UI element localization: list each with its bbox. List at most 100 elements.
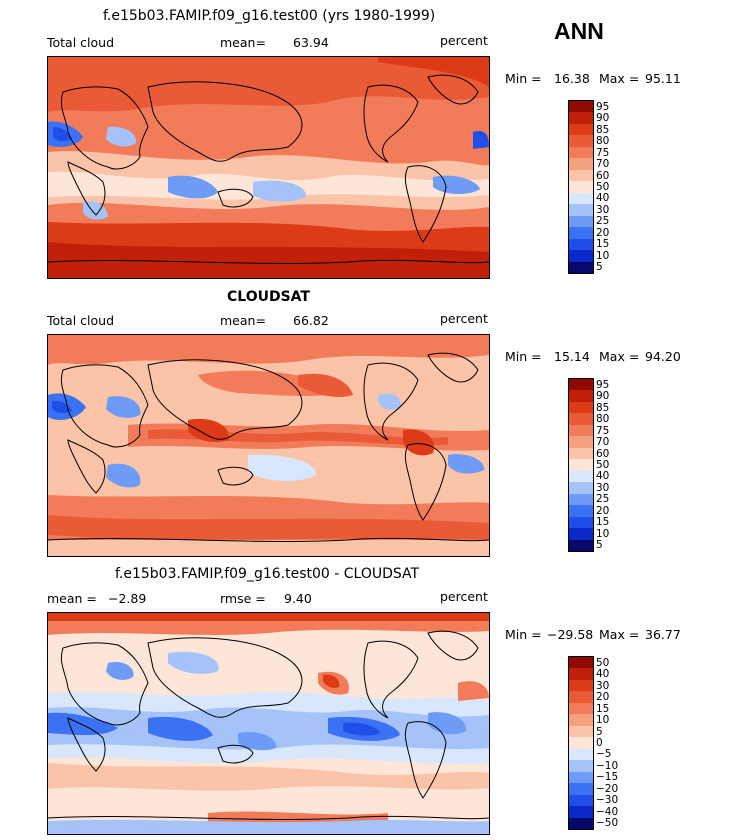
colorbar-swatch [569,379,593,391]
colorbar-swatch [569,702,593,715]
colorbar-tick-label: 30 [596,203,610,216]
panel-3-colorbar: 50 40 30 20 15 10 5 0 −5 −10 −15 −20 −30 −40 −50 [568,656,618,830]
colorbar-swatch [569,725,593,738]
colorbar-swatch [569,436,593,449]
panel-1-title: f.e15b03.FAMIP.f09_g16.test00 (yrs 1980-… [103,8,436,24]
colorbar-swatch [569,817,593,830]
panel-1-variable-label: Total cloud [47,35,115,50]
colorbar-tick-label: 10 [596,714,610,727]
colorbar-tick-label: 90 [596,390,610,403]
panel-3-rmse-value: 9.40 [284,591,312,606]
colorbar-swatch [569,227,593,240]
colorbar-tick-label: 40 [596,668,610,681]
panel-1-min-label: Min = [505,71,542,86]
colorbar-swatch [569,806,593,819]
colorbar-tick-label: 20 [596,691,610,704]
panel-3-units: percent [440,589,488,604]
colorbar-swatch [569,401,593,414]
panel-3-rmse-label: rmse = [220,591,266,606]
colorbar-tick-label: 15 [596,702,610,715]
colorbar-swatch [569,691,593,704]
panel-3-min-value: −29.58 [547,627,594,642]
colorbar-swatch [569,657,593,669]
panel-1-units: percent [440,33,488,48]
colorbar-swatch [569,447,593,460]
colorbar-swatch [569,135,593,148]
colorbar-swatch [569,737,593,750]
colorbar-tick-label: 60 [596,169,610,182]
colorbar-swatch [569,539,593,552]
colorbar-tick-label: −5 [596,748,612,761]
colorbar-swatch [569,146,593,159]
colorbar-tick-label: 30 [596,679,610,692]
colorbar-tick-label: 20 [596,226,610,239]
colorbar-tick-label: −15 [596,771,619,784]
panel-1-map [47,56,490,279]
colorbar-swatch [569,238,593,251]
panel-2-max-label: Max = [599,349,640,364]
colorbar-tick-label: 10 [596,527,610,540]
colorbar-tick-label: −50 [596,817,619,830]
colorbar-tick-label: 60 [596,447,610,460]
panel-2-mean-value: 66.82 [293,313,329,328]
colorbar-tick-label: 95 [596,378,610,391]
colorbar-tick-label: 50 [596,656,610,669]
season-label: ANN [554,18,604,44]
colorbar-swatch [569,169,593,182]
panel-2-max-value: 94.20 [645,349,681,364]
colorbar-tick-label: 85 [596,123,610,136]
colorbar-swatch [569,516,593,529]
colorbar-tick-label: 80 [596,413,610,426]
colorbar-swatch [569,158,593,171]
colorbar-tick-label: −20 [596,782,619,795]
colorbar-tick-label: 15 [596,238,610,251]
colorbar-swatch [569,505,593,518]
colorbar-swatch [569,783,593,796]
colorbar-tick-label: 5 [596,725,603,738]
colorbar-tick-label: 80 [596,135,610,148]
panel-1-colorbar: 95 90 85 80 75 70 60 50 40 30 25 20 15 10 5 [568,100,609,274]
colorbar-swatch [569,181,593,194]
panel-3-min-label: Min = [505,627,542,642]
colorbar-swatch [569,794,593,807]
colorbar-swatch [569,424,593,437]
panel-2-min-label: Min = [505,349,542,364]
panel-1-mean-value: 63.94 [293,35,329,50]
colorbar-swatch [569,112,593,125]
colorbar-tick-label: 50 [596,459,610,471]
panel-2-variable-label: Total cloud [47,313,115,328]
panel-1-min-value: 16.38 [554,71,590,86]
panel-2-colorbar: 95 90 85 80 75 70 60 50 40 30 25 20 15 10 5 [568,378,609,552]
panel-2-title: CLOUDSAT [227,289,310,305]
colorbar-tick-label: 85 [596,401,610,414]
colorbar-tick-label: 75 [596,424,610,437]
colorbar-swatch [569,101,593,113]
panel-2-units: percent [440,311,488,326]
colorbar-swatch [569,413,593,426]
colorbar-swatch [569,482,593,495]
colorbar-swatch [569,250,593,263]
colorbar-tick-label: 50 [596,181,610,193]
colorbar-swatch [569,714,593,727]
colorbar-swatch [569,215,593,228]
colorbar-tick-label: 0 [596,737,603,749]
colorbar-tick-label: 25 [596,215,610,228]
colorbar-swatch [569,528,593,541]
colorbar-tick-label: 90 [596,112,610,125]
colorbar-tick-label: 20 [596,504,610,517]
colorbar-swatch [569,204,593,217]
panel-3-max-value: 36.77 [645,627,681,642]
colorbar-swatch [569,123,593,136]
colorbar-swatch [569,748,593,761]
colorbar-tick-label: 40 [596,192,610,205]
colorbar-tick-label: 70 [596,158,610,171]
colorbar-swatch [569,493,593,506]
colorbar-swatch [569,760,593,773]
panel-3-max-label: Max = [599,627,640,642]
colorbar-swatch [569,390,593,403]
colorbar-tick-label: 75 [596,146,610,159]
colorbar-tick-label: −30 [596,794,619,807]
panel-3-title: f.e15b03.FAMIP.f09_g16.test00 - CLOUDSAT [115,566,420,582]
panel-3-map [47,612,490,835]
colorbar-tick-label: −40 [596,805,619,818]
